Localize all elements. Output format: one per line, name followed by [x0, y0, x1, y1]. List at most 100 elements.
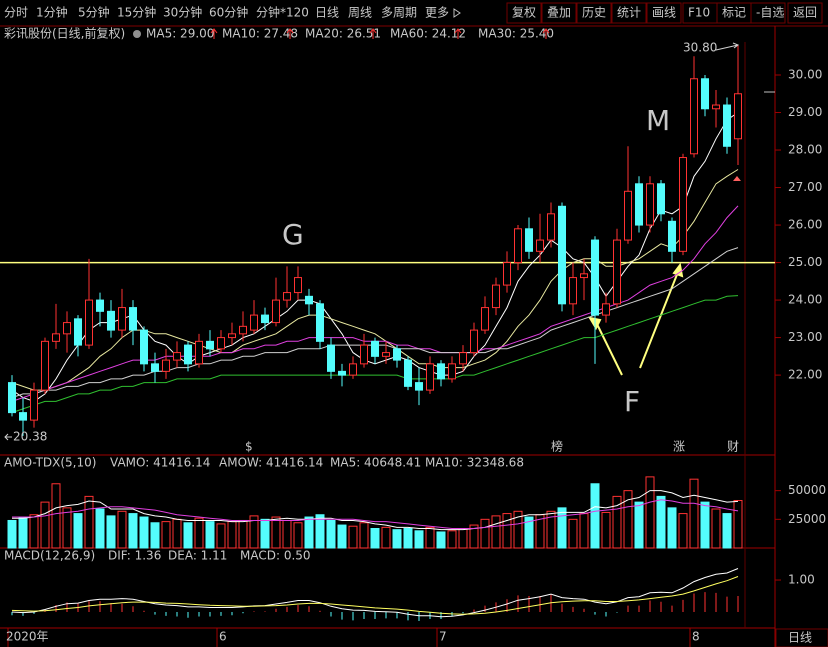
high-label: 30.80: [683, 41, 717, 55]
candle-body: [327, 344, 335, 372]
candle-body: [30, 389, 38, 421]
volume-bar: [458, 528, 468, 549]
up-arrow: [369, 28, 377, 39]
candle-body: [360, 344, 368, 365]
ma-line: [12, 499, 739, 529]
candle-body: [514, 228, 522, 264]
candle-body: [19, 412, 27, 421]
toolbar-button[interactable]: [611, 2, 647, 24]
toolbar-button-label[interactable]: 历史: [582, 6, 606, 20]
toolbar-tab[interactable]: 分时: [4, 6, 28, 20]
volume-bar: [337, 524, 347, 549]
toolbar-button-label[interactable]: 叠加: [547, 6, 571, 20]
candle-body: [393, 348, 401, 361]
volume-bar: [524, 516, 534, 549]
bottom-button-label[interactable]: 日线: [788, 631, 812, 645]
candle-body: [448, 363, 456, 380]
toolbar-tab[interactable]: 15分钟: [117, 5, 156, 20]
legend-entry: MA20: 26.51: [305, 27, 381, 41]
volume-bar: [722, 513, 732, 549]
panel-title: AMO-TDX(5,10): [4, 456, 96, 470]
toolbar-button[interactable]: [646, 2, 682, 24]
candle-body: [668, 220, 676, 252]
volume-bar: [667, 507, 677, 549]
candle-body: [547, 213, 555, 241]
legend-entry: MA5: 29.00: [146, 27, 214, 41]
candle-body: [459, 352, 467, 365]
toolbar-button-label[interactable]: -自选: [756, 6, 784, 20]
event-marker: 涨: [673, 439, 685, 454]
low-arrow: [4, 433, 12, 441]
up-arrow: [210, 28, 218, 39]
more-icon: [453, 8, 461, 18]
volume-bar: [194, 517, 204, 549]
candle-body: [426, 363, 434, 391]
candle-body: [41, 340, 49, 391]
toolbar-button-label[interactable]: 画线: [652, 6, 676, 20]
toolbar-button[interactable]: [787, 2, 823, 24]
toolbar-tab[interactable]: 更多: [425, 6, 449, 20]
toolbar-button[interactable]: [750, 2, 786, 24]
volume-bar: [557, 507, 567, 549]
candle-body: [261, 314, 269, 324]
volume-bar: [733, 499, 743, 549]
candle-body: [85, 299, 93, 346]
high-arrow: [715, 42, 740, 51]
toolbar-button-label[interactable]: 复权: [512, 6, 536, 20]
y-tick-label: 25.00: [788, 255, 822, 269]
candle-body: [701, 78, 709, 110]
volume-bar: [392, 529, 402, 549]
volume-bar: [546, 510, 556, 549]
toolbar-tab[interactable]: 日线: [315, 6, 339, 20]
candle-body: [415, 382, 423, 391]
volume-bar: [425, 526, 435, 549]
volume-bar: [271, 516, 281, 549]
bottom-button[interactable]: [775, 628, 828, 647]
up-arrow: [542, 28, 550, 39]
toolbar-tab[interactable]: 60分钟: [209, 5, 248, 20]
candle-body: [162, 359, 170, 372]
volume-bar: [381, 526, 391, 549]
legend-entry: VAMO: 41416.14: [110, 456, 210, 470]
candle-body: [382, 352, 390, 357]
up-arrow: [286, 28, 294, 39]
candle-body: [338, 370, 346, 376]
toolbar-tab[interactable]: 多周期: [381, 6, 417, 20]
candle-body: [184, 344, 192, 365]
toolbar-tab[interactable]: 周线: [348, 6, 372, 20]
candle-body: [657, 183, 665, 215]
toolbar-button-label[interactable]: 统计: [617, 6, 641, 20]
candle-body: [294, 277, 302, 294]
toolbar-tab[interactable]: 5分钟: [78, 5, 110, 20]
event-marker: $: [245, 440, 253, 454]
toolbar-button[interactable]: [541, 2, 577, 24]
legend-entry: DIF: 1.36: [108, 549, 161, 563]
toolbar-button[interactable]: [576, 2, 612, 24]
toolbar-tab[interactable]: 30分钟: [163, 5, 202, 20]
y-tick-label: 29.00: [788, 105, 822, 119]
volume-bar: [84, 495, 94, 549]
volume-bar: [260, 518, 270, 549]
legend-entry: MA5: 40648.41: [330, 456, 421, 470]
toolbar-button[interactable]: [506, 2, 542, 24]
panel-title: MACD(12,26,9): [4, 549, 95, 563]
legend-entry: AMOW: 41416.14: [219, 456, 323, 470]
volume-bar: [491, 515, 501, 549]
y-tick-label: 27.00: [788, 180, 822, 194]
candle-body: [8, 382, 16, 414]
toolbar-button-label[interactable]: 标记: [722, 6, 746, 20]
price-marker: [733, 176, 741, 181]
volume-bar: [73, 513, 83, 549]
toolbar-tab[interactable]: 分钟*120: [256, 5, 309, 20]
volume-bar: [634, 501, 644, 549]
toolbar-tab[interactable]: 1分钟: [36, 5, 68, 20]
volume-bar: [359, 522, 369, 549]
toolbar-button-label[interactable]: 返回: [793, 6, 817, 20]
chart-title: 彩讯股份(日线,前复权): [4, 26, 125, 41]
candle-body: [305, 295, 313, 305]
candle-body: [217, 337, 225, 350]
volume-bar: [95, 508, 105, 549]
candle-body: [591, 239, 599, 316]
toolbar-button-label[interactable]: F10: [688, 6, 710, 20]
volume-bar: [700, 501, 710, 549]
